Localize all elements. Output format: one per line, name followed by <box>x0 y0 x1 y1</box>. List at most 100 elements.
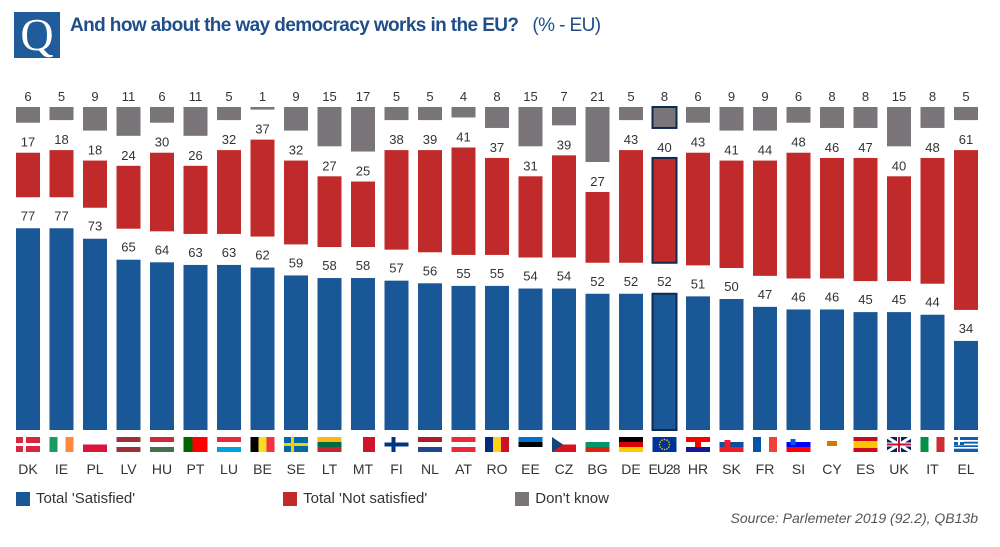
label-not-satisfied-lv: 24 <box>121 148 135 163</box>
bar-satisfied-at <box>451 285 476 430</box>
flag-part <box>451 437 476 442</box>
title-text: And how about the way democracy works in… <box>70 15 519 36</box>
flag-part <box>652 437 677 452</box>
flag-part <box>384 442 409 447</box>
bar-satisfied-lv <box>116 259 141 430</box>
source-note: Source: Parlemeter 2019 (92.2), QB13b <box>730 510 978 526</box>
bar-satisfied-bg <box>585 293 610 430</box>
label-dont-know-cz: 7 <box>560 89 567 104</box>
flag-it-icon <box>920 437 945 452</box>
label-dont-know-es: 8 <box>862 89 869 104</box>
bar-not-satisfied-fi <box>384 150 409 250</box>
flag-mt-icon <box>351 437 375 452</box>
category-label-hu: HU <box>152 461 172 477</box>
bar-dont-know-lu <box>217 107 241 121</box>
category-label-dk: DK <box>18 461 38 477</box>
label-dont-know-mt: 17 <box>356 89 370 104</box>
flag-part <box>753 437 761 452</box>
bar-dont-know-uk <box>887 107 911 147</box>
flag-part <box>719 442 744 447</box>
flag-part <box>493 437 501 452</box>
flag-part <box>83 444 107 452</box>
flag-part <box>719 447 744 452</box>
label-dont-know-hu: 6 <box>158 89 165 104</box>
flag-part <box>363 437 375 452</box>
bar-not-satisfied-it <box>920 157 945 284</box>
flag-part <box>83 437 107 445</box>
flag-el-icon <box>954 437 978 452</box>
flag-ro-icon <box>485 437 509 452</box>
flag-part <box>619 437 643 442</box>
label-dont-know-it: 8 <box>929 89 936 104</box>
bar-not-satisfied-nl <box>418 150 442 253</box>
flag-bg-icon <box>585 437 610 452</box>
flag-star <box>659 446 661 448</box>
bar-dont-know-it <box>920 107 945 128</box>
flag-part <box>485 437 493 452</box>
bar-not-satisfied-el <box>954 150 978 310</box>
label-satisfied-fi: 57 <box>389 261 403 276</box>
label-satisfied-ee: 54 <box>523 269 537 284</box>
flag-part <box>518 447 543 452</box>
flag-fr-icon <box>753 437 777 452</box>
bar-not-satisfied-mt <box>351 181 375 248</box>
legend-swatch-dont-know <box>515 491 530 506</box>
label-not-satisfied-es: 47 <box>858 140 872 155</box>
label-satisfied-fr: 47 <box>758 287 772 302</box>
category-label-nl: NL <box>421 461 439 477</box>
bar-satisfied-eu28 <box>651 292 678 432</box>
bar-satisfied-be <box>250 267 275 430</box>
label-dont-know-cy: 8 <box>828 89 835 104</box>
flag-part <box>585 442 610 447</box>
label-satisfied-bg: 52 <box>590 274 604 289</box>
bar-dont-know-ie <box>49 107 74 121</box>
legend: Total 'Satisfied' Total 'Not satisfied' … <box>16 490 657 507</box>
bar-not-satisfied-uk <box>887 176 911 282</box>
bar-satisfied-es <box>853 312 878 430</box>
flag-es-icon <box>853 437 878 452</box>
bar-not-satisfied-hu <box>150 152 174 232</box>
bar-satisfied-hu <box>150 262 174 430</box>
label-not-satisfied-mt: 25 <box>356 164 370 179</box>
flag-part <box>258 437 267 452</box>
label-not-satisfied-ie: 18 <box>54 132 68 147</box>
category-label-el: EL <box>957 461 974 477</box>
flag-part <box>418 447 442 452</box>
bar-not-satisfied-hr <box>686 152 710 266</box>
label-satisfied-uk: 45 <box>892 292 906 307</box>
flag-part <box>769 437 777 452</box>
label-dont-know-hr: 6 <box>694 89 701 104</box>
label-satisfied-cy: 46 <box>825 289 839 304</box>
flag-part <box>695 440 701 447</box>
label-satisfied-el: 34 <box>959 321 973 336</box>
flag-part <box>920 437 929 452</box>
flag-part <box>552 444 576 452</box>
bar-dont-know-es <box>853 107 878 128</box>
label-not-satisfied-se: 32 <box>289 143 303 158</box>
flag-part <box>686 447 710 452</box>
category-label-ro: RO <box>487 461 508 477</box>
flag-part <box>150 442 174 447</box>
bar-dont-know-nl <box>418 107 442 121</box>
label-dont-know-el: 5 <box>962 89 969 104</box>
label-not-satisfied-uk: 40 <box>892 158 906 173</box>
flag-part <box>954 440 978 442</box>
flag-part <box>552 437 576 445</box>
flag-part <box>116 437 141 442</box>
bar-not-satisfied-dk <box>16 152 40 198</box>
flag-part <box>317 437 342 442</box>
bar-dont-know-hr <box>686 107 710 123</box>
bar-satisfied-fi <box>384 280 409 430</box>
flag-ee-icon <box>518 437 543 452</box>
label-dont-know-ie: 5 <box>58 89 65 104</box>
label-dont-know-bg: 21 <box>590 89 604 104</box>
label-satisfied-de: 52 <box>624 274 638 289</box>
flag-part <box>853 437 878 442</box>
category-label-mt: MT <box>353 461 374 477</box>
label-satisfied-se: 59 <box>289 255 303 270</box>
flag-star <box>666 448 668 450</box>
flag-de-icon <box>619 437 643 452</box>
flag-part <box>954 443 978 446</box>
label-not-satisfied-de: 43 <box>624 132 638 147</box>
label-not-satisfied-ro: 37 <box>490 140 504 155</box>
